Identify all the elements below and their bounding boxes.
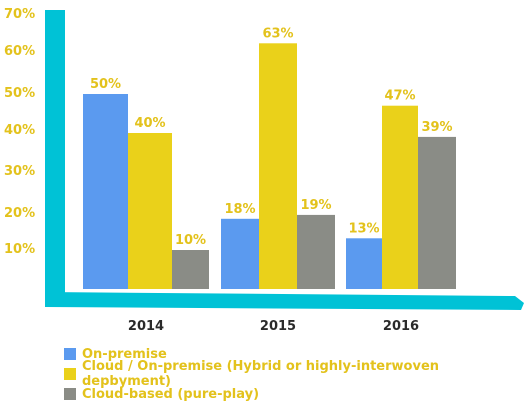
bar: [297, 214, 335, 289]
y-tick-label: 10%: [4, 242, 35, 257]
legend-label: Cloud / On-premise (Hybrid or highly-int…: [82, 359, 440, 389]
bar: [418, 136, 456, 289]
x-tick-label: 2015: [260, 319, 296, 334]
bar: [83, 94, 128, 289]
data-label: 50%: [90, 77, 121, 92]
bar: [128, 133, 172, 289]
y-tick-label: 50%: [4, 86, 35, 101]
legend: On-premise Cloud / On-premise (Hybrid or …: [64, 344, 531, 404]
legend-item: Cloud-based (pure-play): [64, 384, 531, 404]
y-tick-label: 20%: [4, 206, 35, 221]
legend-label: Cloud-based (pure-play): [82, 386, 260, 402]
y-tick-label: 40%: [4, 123, 35, 138]
y-tick-label: 70%: [4, 7, 35, 22]
legend-swatch: [64, 368, 76, 380]
bar: [259, 43, 297, 289]
x-tick-label: 2014: [128, 319, 164, 334]
bar-chart: 10% 20% 30% 40% 50% 60% 70% 50% 40% 10% 2014 18% 63%…: [4, 7, 524, 334]
data-label: 63%: [262, 26, 293, 41]
bar: [382, 105, 418, 289]
data-label: 47%: [384, 89, 415, 104]
x-tick-label: 2016: [383, 319, 419, 334]
data-label: 40%: [134, 116, 165, 131]
bar: [172, 250, 209, 289]
legend-label: On-premise: [82, 346, 167, 362]
legend-swatch: [64, 388, 76, 400]
y-axis-bar: [45, 10, 65, 307]
bar: [221, 218, 259, 289]
y-tick-label: 30%: [4, 164, 35, 179]
data-label: 19%: [300, 198, 331, 213]
data-label: 18%: [224, 202, 255, 217]
y-tick-label: 60%: [4, 44, 35, 59]
legend-swatch: [64, 348, 76, 360]
bar: [346, 238, 382, 289]
data-label: 39%: [421, 120, 452, 135]
legend-item: Cloud / On-premise (Hybrid or highly-int…: [64, 359, 531, 389]
x-axis-bar: [45, 292, 524, 310]
legend-item: On-premise: [64, 344, 531, 364]
data-label: 10%: [175, 233, 206, 248]
data-label: 13%: [348, 221, 379, 236]
